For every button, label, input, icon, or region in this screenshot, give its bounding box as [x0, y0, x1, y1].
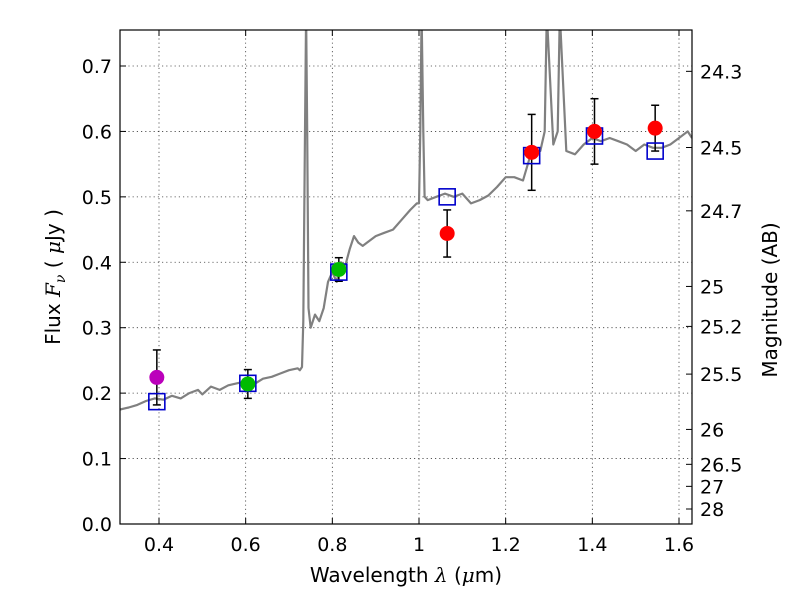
observed-point [647, 120, 663, 136]
y-tick-label: 0.3 [82, 318, 112, 340]
model-point [148, 392, 166, 411]
y-tick-label: 0.0 [82, 514, 112, 536]
y-tick-label: 0.6 [82, 121, 112, 143]
x-tick-label: 1.2 [491, 534, 521, 556]
y2-tick-label: 24.3 [700, 61, 742, 83]
y2-tick-label: 26.5 [700, 454, 742, 476]
y2-tick-label: 25.2 [700, 316, 742, 338]
observed-point [587, 123, 602, 139]
grid [120, 30, 692, 524]
y2-tick-label: 27 [700, 476, 724, 498]
observed-point [524, 144, 540, 160]
model-point [438, 188, 456, 206]
x-tick-label: 0.4 [144, 534, 174, 556]
x-tick-label: 1.6 [664, 534, 694, 556]
x-tick-label: 0.6 [231, 534, 261, 556]
spectrum-layer [120, 30, 692, 411]
spectrum-line [120, 30, 692, 411]
y-tick-label: 0.2 [82, 383, 112, 405]
y2-axis-label: Magnitude (AB) [758, 222, 782, 377]
y-tick-label: 0.4 [82, 252, 112, 274]
x-tick-label: 1 [413, 534, 425, 556]
x-tick-label: 1.4 [577, 534, 607, 556]
y2-tick-label: 25 [700, 276, 724, 298]
y-axis: 0.0 0.1 0.2 0.3 0.4 0.5 0.6 0.7 [82, 56, 126, 536]
x-tick-label: 0.8 [317, 534, 347, 556]
observed-point [240, 376, 256, 392]
y2-tick-label: 28 [700, 499, 724, 521]
y-tick-label: 0.7 [82, 56, 112, 78]
plot-frame [119, 29, 693, 525]
y-tick-label: 0.5 [82, 187, 112, 209]
y2-tick-label: 24.5 [700, 137, 742, 159]
y2-tick-label: 26 [700, 419, 724, 441]
y-axis-label: Flux Fν ( μJy ) [41, 209, 69, 345]
observed-point [439, 225, 455, 241]
x-axis-label: Wavelength λ (μm) [310, 563, 502, 587]
y-tick-label: 0.1 [82, 449, 112, 471]
observed-point [149, 369, 165, 385]
model-points [148, 127, 664, 411]
observed-point [331, 261, 347, 277]
y2-tick-label: 24.7 [700, 201, 742, 223]
x-axis: 0.4 0.6 0.8 1 1.2 1.4 1.6 [144, 30, 694, 556]
observed-points [149, 120, 663, 392]
y2-tick-label: 25.5 [700, 364, 742, 386]
model-point [646, 142, 664, 160]
